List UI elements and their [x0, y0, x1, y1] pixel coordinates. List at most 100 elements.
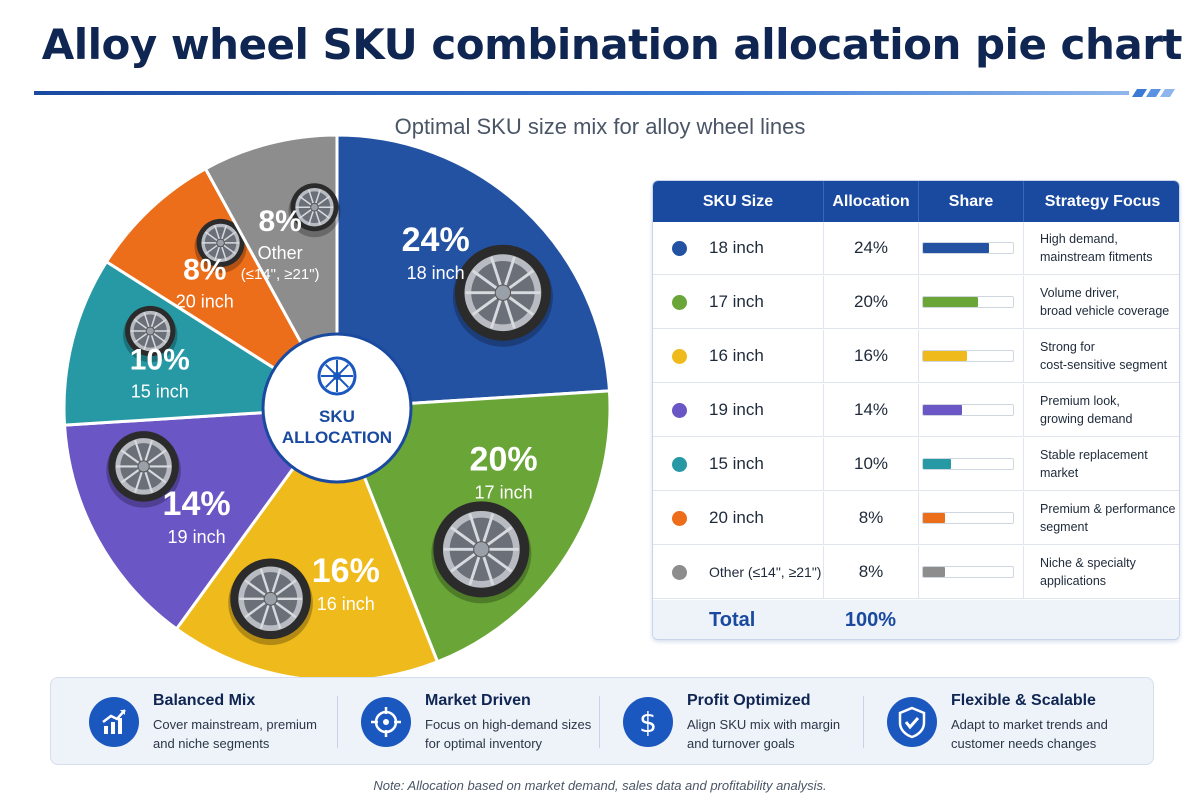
feature-strip: Balanced Mix Cover mainstream, premium an… [50, 677, 1154, 765]
table-row: 15 inch 10% Stable replacement market [653, 438, 1179, 491]
wheel-image [288, 183, 341, 238]
table-row: Other (≤14", ≥21") 8% Niche & specialty ap… [653, 546, 1179, 599]
chart-subtitle: Optimal SKU size mix for alloy wheel lin… [394, 114, 806, 139]
share-cell [918, 222, 1023, 274]
pie-chart: 24% 18 inch 20% 17 inch 16% 16 inch 14% 19 inch… [62, 133, 612, 683]
feature-description: Align SKU mix with margin and turnover g… [687, 717, 841, 751]
feature-divider [337, 696, 338, 748]
allocation-value: 16% [823, 330, 918, 382]
slice-category-label: 19 inch [168, 527, 226, 547]
wheel-image [452, 244, 553, 347]
allocation-value: 20% [823, 276, 918, 328]
sku-size: 15 inch [709, 454, 764, 473]
feature-description: Focus on high-demand sizes for optimal i… [425, 717, 592, 751]
slice-category-label: 17 inch [475, 483, 533, 503]
slice-sublabel: (≤14", ≥21") [241, 266, 320, 283]
svg-text:$: $ [639, 706, 657, 739]
allocation-value: 8% [823, 492, 918, 544]
center-label-line2: ALLOCATION [282, 428, 392, 447]
feature-divider [599, 696, 600, 748]
share-cell [918, 330, 1023, 382]
header-sku-size: SKU Size [702, 193, 774, 210]
strategy-focus: Premium look, growing demand [1023, 384, 1179, 436]
share-bar [922, 350, 1014, 362]
feature-title: Flexible & Scalable [951, 692, 1096, 709]
page-title: Alloy wheel SKU combination allocation p… [41, 20, 1183, 69]
strategy-focus: Volume driver, broad vehicle coverage [1023, 276, 1179, 328]
center-badge [261, 332, 413, 484]
shield-check-icon [887, 697, 937, 747]
slice-category-label: 20 inch [176, 292, 234, 312]
slice-percent-label: 16% [312, 552, 380, 590]
share-bar [922, 242, 1014, 254]
share-bar [922, 566, 1014, 578]
allocation-value: 24% [823, 222, 918, 274]
feature-description: Cover mainstream, premium and niche segm… [153, 717, 317, 751]
feature-item: Balanced Mix Cover mainstream, premium an… [51, 678, 321, 766]
table-row: 18 inch 24% High demand, mainstream fitmen… [653, 222, 1179, 275]
sku-size: 20 inch [709, 508, 764, 527]
slice-category-label: Other [258, 243, 303, 263]
feature-divider [863, 696, 864, 748]
share-bar [922, 458, 1014, 470]
table-row: 20 inch 8% Premium & performance segment [653, 492, 1179, 545]
wheel-image [123, 305, 178, 363]
strategy-focus: Premium & performance segment [1023, 492, 1179, 544]
share-cell [918, 438, 1023, 490]
table-row: 17 inch 20% Volume driver, broad vehicle c… [653, 276, 1179, 329]
feature-item: $ Profit Optimized Align SKU mix with marg… [585, 678, 855, 766]
share-bar-fill [923, 459, 951, 469]
sku-size: 19 inch [709, 400, 764, 419]
share-cell [918, 384, 1023, 436]
sku-size: Other (≤14", ≥21") [709, 564, 822, 580]
strategy-focus: Strong for cost-sensitive segment [1023, 330, 1179, 382]
legend-dot [672, 457, 687, 472]
share-cell [918, 492, 1023, 544]
share-bar [922, 296, 1014, 308]
strategy-focus: Stable replacement market [1023, 438, 1179, 490]
strategy-focus: High demand, mainstream fitments [1023, 222, 1179, 274]
share-bar-fill [923, 513, 945, 523]
slice-category-label: 15 inch [131, 381, 189, 401]
slice-percent-label: 20% [470, 441, 538, 479]
allocation-value: 10% [823, 438, 918, 490]
header-allocation: Allocation [823, 181, 918, 222]
feature-title: Market Driven [425, 692, 531, 709]
table-header: SKU Size Allocation Share Strategy Focus [653, 181, 1179, 222]
share-cell [918, 276, 1023, 328]
slice-percent-label: 10% [130, 343, 190, 376]
feature-item: Flexible & Scalable Adapt to market trend… [849, 678, 1119, 766]
legend-dot [672, 241, 687, 256]
slice-category-label: 18 inch [407, 263, 465, 283]
legend-dot [672, 295, 687, 310]
share-bar-fill [923, 243, 989, 253]
sku-size: 17 inch [709, 292, 764, 311]
slice-percent-label: 14% [163, 485, 231, 523]
pie-slice-20-inch [104, 166, 339, 410]
share-bar [922, 512, 1014, 524]
header-strategy-focus: Strategy Focus [1023, 181, 1179, 222]
feature-description: Adapt to market trends and customer need… [951, 717, 1108, 751]
footnote: Note: Allocation based on market demand,… [373, 778, 827, 793]
total-value: 100% [844, 609, 897, 631]
wheel-image [106, 431, 181, 508]
header-share: Share [918, 181, 1023, 222]
slice-percent-label: 8% [183, 254, 226, 287]
table-row: 19 inch 14% Premium look, growing demand [653, 384, 1179, 437]
slice-percent-label: 24% [402, 221, 470, 259]
wheel-image [228, 558, 313, 646]
table-total-row: Total 100% [653, 600, 1179, 639]
strategy-focus: Niche & specialty applications [1023, 546, 1179, 598]
legend-dot [672, 403, 687, 418]
share-bar-fill [923, 351, 967, 361]
share-bar-fill [923, 405, 962, 415]
slice-percent-label: 8% [258, 205, 301, 238]
legend-dot [672, 349, 687, 364]
table-row: 16 inch 16% Strong for cost-sensitive segm… [653, 330, 1179, 383]
allocation-value: 14% [823, 384, 918, 436]
wheel-image [194, 218, 247, 273]
feature-title: Balanced Mix [153, 692, 256, 709]
legend-dot [672, 565, 687, 580]
dollar-icon: $ [623, 697, 673, 747]
total-label: Total [709, 609, 756, 631]
